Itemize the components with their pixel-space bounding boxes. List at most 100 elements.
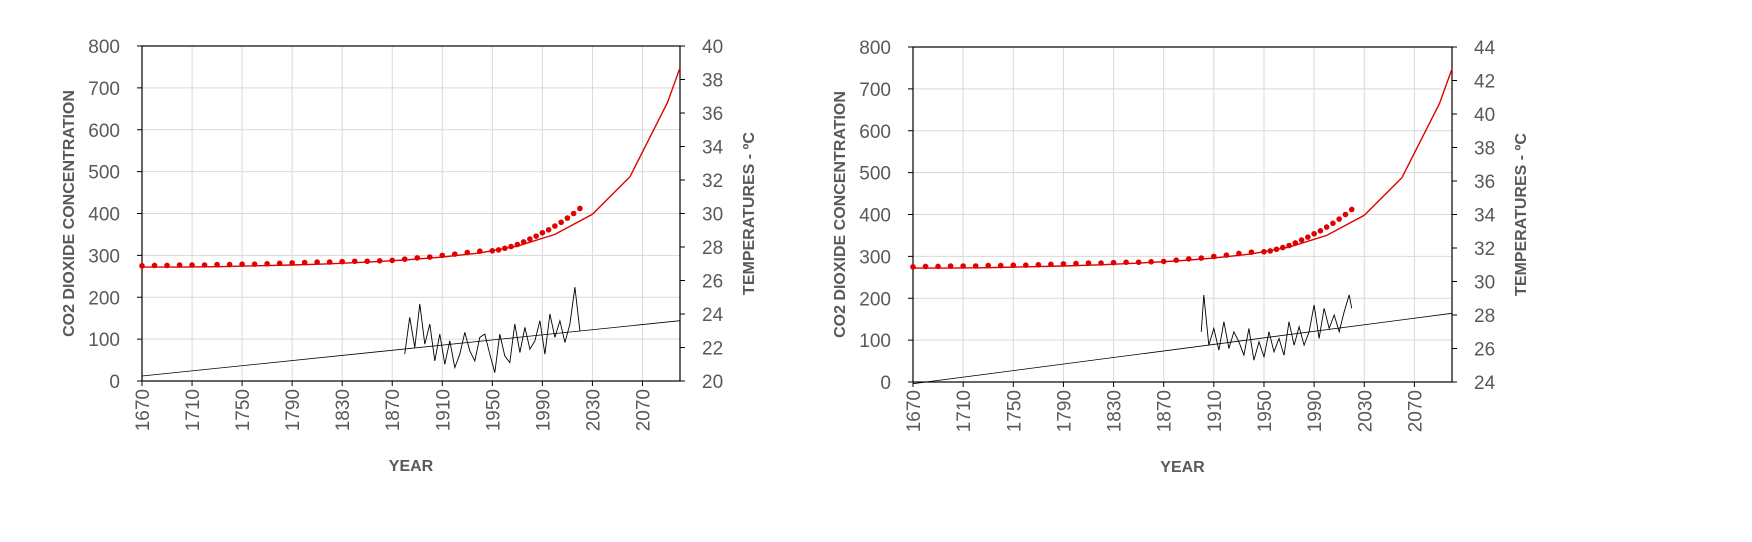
y2-tick-label: 32 <box>1474 239 1495 260</box>
y2-tick-label: 42 <box>1474 72 1495 93</box>
co2-points <box>910 206 1355 270</box>
temperature-line <box>1200 294 1353 361</box>
y-tick-label: 100 <box>859 331 891 352</box>
x-tick-label: 2070 <box>1405 390 1426 432</box>
y2-tick-label: 26 <box>1474 340 1495 361</box>
co2-point <box>1330 220 1336 227</box>
x-tick-label: 1710 <box>183 389 204 431</box>
x-tick-label: 1830 <box>1105 390 1126 432</box>
x-tick-label: 2070 <box>633 389 654 431</box>
x-tick-label: 1670 <box>133 389 154 431</box>
co2-point <box>364 258 371 265</box>
y2-tick-label: 38 <box>1474 139 1495 160</box>
x-tick-label: 1990 <box>1305 390 1326 432</box>
y2-tick-label: 20 <box>702 372 723 393</box>
y-tick-label: 400 <box>859 206 891 227</box>
y2-tick-label: 24 <box>702 305 724 326</box>
co2-point <box>533 233 539 239</box>
co2-point <box>545 227 552 233</box>
y2-tick-label: 30 <box>702 205 723 226</box>
temperature-trend-line <box>912 312 1453 385</box>
y-tick-label: 200 <box>859 289 891 310</box>
y2-axis-title: TEMPERATURES - ºC <box>741 132 758 295</box>
co2-fit-curve <box>913 68 1453 269</box>
y-tick-label: 600 <box>859 122 891 143</box>
x-tick-label: 1750 <box>1004 390 1025 432</box>
y-tick-label: 0 <box>880 373 891 394</box>
co2-point <box>1173 257 1180 263</box>
y2-tick-label: 34 <box>702 138 724 159</box>
y2-tick-label: 40 <box>702 37 723 58</box>
co2-points <box>139 205 583 269</box>
x-axis-title: YEAR <box>389 458 434 475</box>
co2-point <box>1311 230 1317 237</box>
x-tick-label: 1670 <box>904 390 925 432</box>
y-tick-label: 500 <box>859 164 891 185</box>
y-tick-label: 600 <box>88 121 120 142</box>
temperature-trend-line <box>141 320 681 377</box>
x-tick-label: 1790 <box>283 389 304 431</box>
y2-tick-label: 30 <box>1474 273 1495 294</box>
co2-point <box>910 264 916 270</box>
chart-2: 0 100 200 300 400 500 600 700 800 24 26 28 30 32 34 36 3… <box>832 38 1530 476</box>
y-axis-title: CO2 DIOXIDE CONCENTRATION <box>61 90 78 337</box>
co2-point <box>1298 237 1305 243</box>
y2-tick-label: 32 <box>702 171 723 192</box>
y2-tick-label: 44 <box>1474 38 1496 59</box>
gridlines <box>912 46 1452 383</box>
x-tick-label: 1790 <box>1054 390 1075 432</box>
y-tick-label: 400 <box>88 205 120 226</box>
y2-tick-label: 28 <box>1474 306 1495 327</box>
co2-point <box>539 229 546 236</box>
co2-point <box>527 236 533 242</box>
y2-tick-label: 22 <box>702 339 723 360</box>
x-tick-label: 2030 <box>583 389 604 431</box>
gridlines <box>141 45 680 382</box>
y2-tick-label: 24 <box>1474 373 1496 394</box>
co2-point <box>558 219 564 226</box>
x-tick-label: 1950 <box>1255 390 1276 432</box>
x-axis-title: YEAR <box>1160 459 1205 476</box>
co2-point <box>1317 228 1324 234</box>
y-tick-label: 700 <box>88 79 120 100</box>
x-tick-label: 1910 <box>433 389 454 431</box>
x-tick-label: 1950 <box>483 389 504 431</box>
co2-point <box>552 223 558 229</box>
y-tick-label: 300 <box>859 247 891 268</box>
x-tick-label: 2030 <box>1355 390 1376 432</box>
x-tick-label: 1710 <box>954 390 975 432</box>
x-tick-label: 1870 <box>383 389 404 431</box>
y-tick-label: 700 <box>859 80 891 101</box>
y2-tick-label: 28 <box>702 238 723 259</box>
co2-point <box>577 205 583 212</box>
y2-tick-label: 36 <box>1474 172 1495 193</box>
co2-point <box>1336 216 1342 222</box>
y-axis-title: CO2 DIOXIDE CONCENTRATION <box>832 91 849 338</box>
co2-point <box>1323 224 1330 230</box>
co2-point <box>1348 206 1355 213</box>
x-tick-label: 1750 <box>233 389 254 431</box>
x-tick-label: 1990 <box>533 389 554 431</box>
co2-point <box>564 215 571 221</box>
y-tick-label: 800 <box>88 37 120 58</box>
x-tick-label: 1830 <box>333 389 354 431</box>
x-tick-label: 1870 <box>1155 390 1176 432</box>
y-tick-label: 300 <box>88 246 120 267</box>
chart-1: 0 100 200 300 400 500 600 700 800 20 22 24 26 28 30 32 3… <box>61 37 758 475</box>
co2-point <box>1305 234 1311 240</box>
temperature-line <box>404 287 581 373</box>
co2-point <box>139 263 145 269</box>
y2-tick-label: 38 <box>702 71 723 92</box>
co2-point <box>570 210 577 217</box>
x-tick-label: 1910 <box>1205 390 1226 432</box>
y-tick-label: 0 <box>109 372 120 393</box>
co2-point <box>1198 255 1205 261</box>
co2-point <box>1135 259 1142 266</box>
co2-point <box>1342 211 1349 218</box>
y-tick-label: 500 <box>88 163 120 184</box>
y2-tick-label: 34 <box>1474 206 1496 227</box>
co2-point <box>426 254 433 260</box>
y-tick-label: 100 <box>88 330 120 351</box>
y2-tick-label: 40 <box>1474 105 1495 126</box>
